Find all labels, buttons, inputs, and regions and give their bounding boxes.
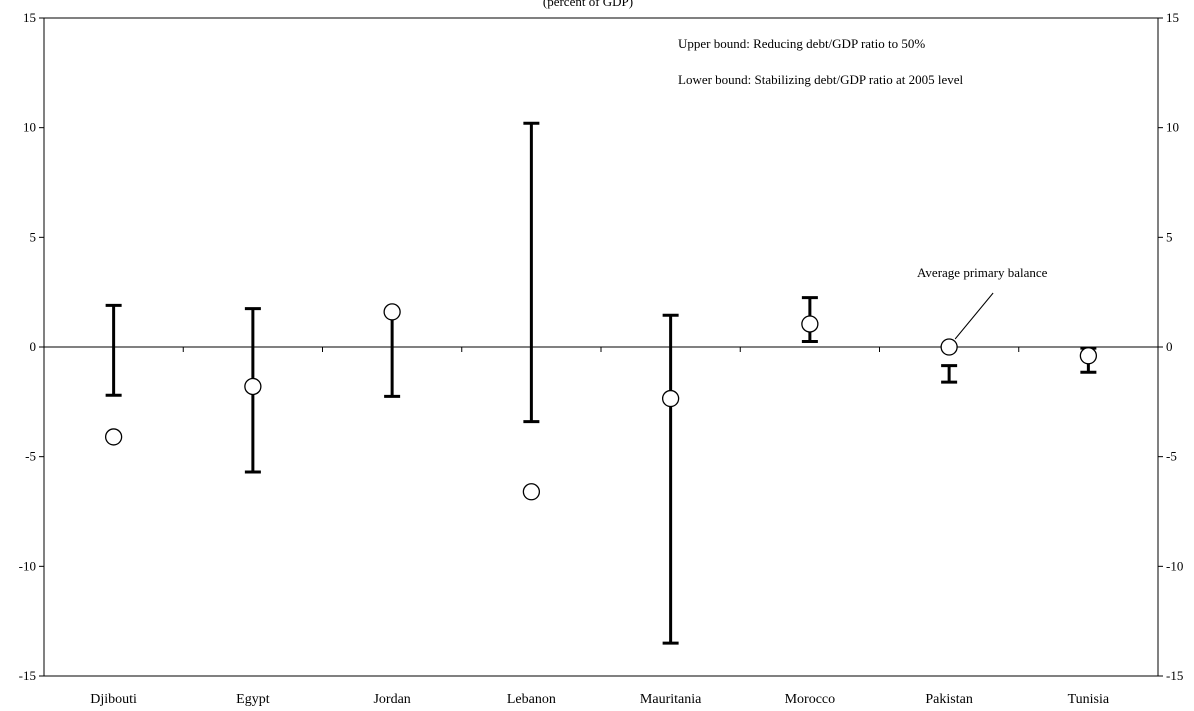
x-category-label: Mauritania — [640, 692, 702, 707]
y-tick-label-left: 5 — [30, 229, 37, 244]
legend-upper-bound: Upper bound: Reducing debt/GDP ratio to … — [678, 36, 925, 51]
annotation-average-primary-balance: Average primary balance — [917, 265, 1048, 280]
average-primary-balance-point — [940, 338, 958, 356]
axes: -15 -15 -10 -10 -5 -5 0 0 5 5 10 10 15 15 Djibouti Egyp… — [19, 10, 1184, 707]
x-category-label: Tunisia — [1068, 692, 1110, 707]
bound-ranges — [105, 121, 1097, 645]
average-primary-balance-point — [801, 315, 819, 333]
average-balance-annotation: Average primary balance — [917, 265, 1048, 340]
y-tick-label-left: -15 — [19, 668, 36, 683]
y-tick-label-right: 15 — [1166, 10, 1179, 25]
average-primary-balance-point — [661, 389, 680, 408]
average-primary-balance-point — [244, 377, 262, 396]
y-tick-label-left: -10 — [19, 558, 36, 573]
average-primary-balance-point — [104, 428, 123, 446]
legend-lower-bound: Lower bound: Stabilizing debt/GDP ratio … — [678, 72, 963, 87]
x-category-label: Lebanon — [507, 692, 556, 707]
average-primary-balance-point — [522, 483, 541, 501]
y-tick-label-right: -5 — [1166, 449, 1177, 464]
y-tick-label-right: 0 — [1166, 339, 1173, 354]
average-points — [104, 303, 1098, 501]
y-tick-label-left: 10 — [23, 120, 36, 135]
average-primary-balance-point — [1079, 347, 1098, 365]
x-category-label: Morocco — [785, 692, 836, 707]
y-tick-label-left: 0 — [30, 339, 37, 354]
y-tick-label-right: 5 — [1166, 229, 1173, 244]
x-category-label: Egypt — [236, 692, 270, 707]
zero-line — [44, 346, 1158, 352]
chart-subtitle: (percent of GDP) — [543, 0, 633, 9]
y-tick-label-left: -5 — [25, 449, 36, 464]
y-tick-label-left: 15 — [23, 10, 36, 25]
x-category-label: Jordan — [373, 692, 410, 707]
annotation-leader-line — [954, 292, 994, 340]
y-tick-label-right: -10 — [1166, 558, 1183, 573]
y-tick-label-right: 10 — [1166, 120, 1179, 135]
legend: Upper bound: Reducing debt/GDP ratio to … — [678, 36, 963, 87]
y-tick-label-right: -15 — [1166, 668, 1183, 683]
average-primary-balance-point — [383, 303, 401, 321]
x-category-label: Pakistan — [925, 692, 972, 707]
x-category-label: Djibouti — [90, 692, 137, 707]
